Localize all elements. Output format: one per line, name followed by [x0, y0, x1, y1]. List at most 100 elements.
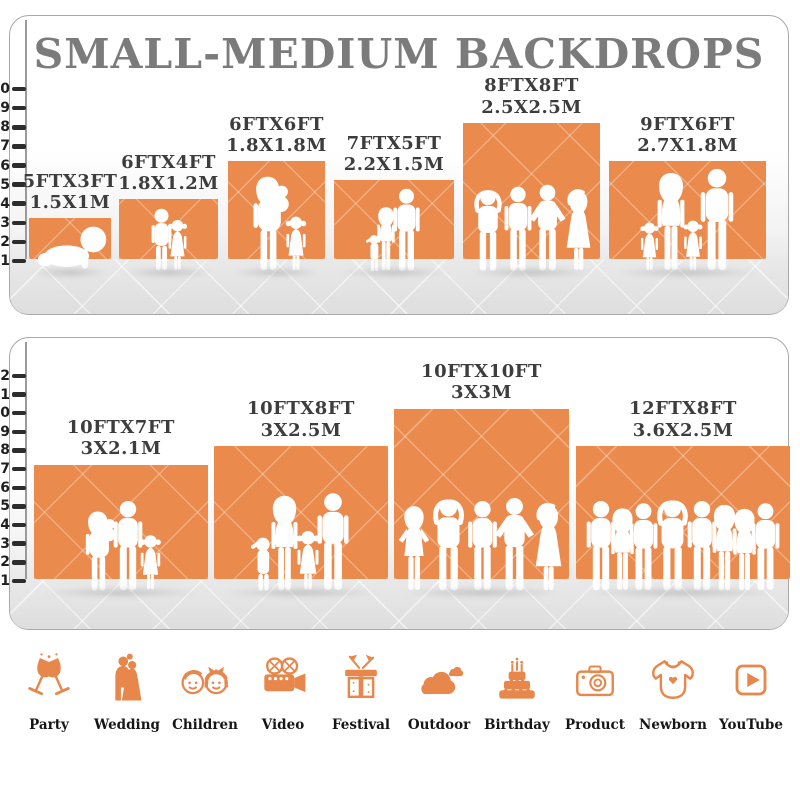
axis-tick-8: 8	[0, 119, 26, 135]
person-silhouette-girl	[138, 534, 163, 592]
axis-tick-dash	[12, 182, 26, 187]
floor-area	[10, 259, 788, 314]
axis-tick-dash	[12, 541, 26, 546]
size-meters: 1.8X1.2M	[118, 172, 219, 194]
axis-tick-number: 1	[0, 573, 10, 589]
axis-tick-dash	[12, 504, 26, 509]
axis-tick-number: 6	[0, 157, 10, 174]
size-meters: 1.8X1.8M	[226, 134, 327, 156]
figure-shadow	[401, 587, 562, 598]
axis-tick-number: 7	[0, 138, 10, 155]
person-silhouette-man	[696, 168, 737, 272]
size-meters: 3.6X2.5M	[632, 419, 734, 441]
youtube-icon	[723, 652, 779, 708]
category-label: Product	[565, 717, 625, 733]
category-newborn: Newborn	[634, 652, 712, 733]
people-silhouettes	[589, 498, 777, 592]
category-children: Children	[166, 652, 244, 733]
axis-tick-dash	[12, 410, 26, 416]
axis-tick-5: 5	[0, 177, 26, 193]
wedding-icon	[99, 652, 155, 708]
axis-tick-number: 4	[0, 195, 10, 212]
person-silhouette-girl	[283, 216, 308, 272]
backdrop-bar-5ftx3ft: 5FTX3FT 1.5X1M	[23, 171, 117, 278]
people-silhouettes	[83, 500, 159, 592]
category-festival: Festival	[322, 652, 400, 733]
axis-tick-10: 10	[0, 405, 26, 421]
axis-tick-number: 6	[0, 479, 10, 496]
axis-tick-dash	[12, 258, 26, 264]
axis-tick-number: 11	[0, 386, 10, 403]
category-product: Product	[556, 652, 634, 733]
people-silhouettes	[153, 208, 185, 272]
category-birthday: Birthday	[478, 652, 556, 733]
axis-tick-6: 6	[0, 158, 26, 174]
category-label: YouTube	[719, 717, 783, 733]
axis-tick-number: 9	[0, 423, 10, 440]
backdrop-size-label: 10FTX10FT 3X3M	[421, 361, 542, 403]
figure-shadow	[338, 267, 450, 278]
outdoor-icon	[411, 652, 467, 708]
axis-tick-1: 1	[0, 573, 26, 589]
axis-tick-dash	[12, 392, 26, 397]
axis-tick-5: 5	[0, 498, 26, 514]
axis-tick-number: 8	[0, 442, 10, 459]
people-silhouettes	[249, 175, 304, 272]
axis-tick-dash	[12, 466, 26, 472]
backdrop-bar-12ftx8ft: 12FTX8FT 3.6X2.5M	[576, 398, 790, 598]
person-silhouette-man	[314, 492, 353, 592]
axis-tick-number: 2	[0, 554, 10, 571]
backdrop-size-label: 10FTX8FT 3X2.5M	[247, 398, 355, 440]
size-feet: 10FTX7FT	[67, 417, 175, 439]
size-meters: 3X3M	[451, 382, 512, 404]
newborn-icon	[645, 652, 701, 708]
axis-tick-4: 4	[0, 196, 26, 212]
axis-tick-2: 2	[0, 554, 26, 570]
category-party: Party	[10, 652, 88, 733]
people-silhouettes	[36, 222, 105, 272]
size-feet: 10FTX10FT	[421, 361, 542, 383]
size-feet: 12FTX8FT	[629, 398, 737, 420]
size-feet: 6FTX6FT	[229, 113, 324, 135]
size-feet: 10FTX8FT	[247, 398, 355, 420]
axis-tick-number: 5	[0, 498, 10, 515]
backdrop-bar-9ftx6ft: 9FTX6FT 2.7X1.8M	[609, 114, 766, 278]
axis-tick-9: 9	[0, 424, 26, 440]
party-icon	[21, 652, 77, 708]
y-axis-line	[25, 20, 27, 260]
category-label: Children	[172, 717, 238, 733]
people-silhouettes	[369, 188, 419, 272]
axis-tick-8: 8	[0, 442, 26, 458]
axis-tick-dash	[12, 373, 26, 379]
size-meters: 2.2X1.5M	[343, 153, 445, 175]
axis-tick-dash	[12, 239, 26, 245]
person-silhouette-man	[390, 188, 423, 272]
small-medium-panel: SMALL-MEDIUM BACKDROPS 1 2 3 4 5 6 7 8 9 10 5FTX3F…	[0, 15, 789, 315]
size-feet: 9FTX6FT	[640, 113, 735, 135]
axis-tick-dash	[12, 448, 26, 453]
axis-tick-dash	[12, 201, 26, 206]
figure-shadow	[220, 587, 382, 598]
size-feet: 5FTX3FT	[22, 170, 118, 192]
axis-tick-number: 10	[0, 405, 10, 422]
person-silhouette-woman-pose	[560, 188, 597, 272]
axis-tick-10: 10	[0, 81, 26, 97]
person-silhouette-baby	[32, 222, 109, 272]
children-icon	[177, 652, 233, 708]
people-silhouettes	[254, 492, 349, 592]
medium-large-panel: 12345678910111210FTX7FT3X2.1M10FTX8FT3X2…	[0, 337, 790, 630]
size-feet: 7FTX5FT	[346, 132, 442, 154]
axis-tick-number: 5	[0, 176, 10, 193]
axis-tick-number: 7	[0, 461, 10, 478]
backdrop-bar-10ftx8ft: 10FTX8FT 3X2.5M	[214, 398, 388, 598]
axis-tick-3: 3	[0, 215, 26, 231]
backdrop-size-label: 6FTX6FT 1.8X1.8M	[226, 114, 327, 156]
category-row: Party Wedding Children Video Festival Outdoor…	[10, 652, 790, 733]
axis-tick-number: 4	[0, 517, 10, 534]
axis-tick-number: 2	[0, 233, 10, 250]
axis-tick-7: 7	[0, 461, 26, 477]
category-outdoor: Outdoor	[400, 652, 478, 733]
backdrop-size-label: 6FTX4FT 1.8X1.2M	[118, 152, 219, 194]
axis-tick-dash	[12, 429, 26, 435]
